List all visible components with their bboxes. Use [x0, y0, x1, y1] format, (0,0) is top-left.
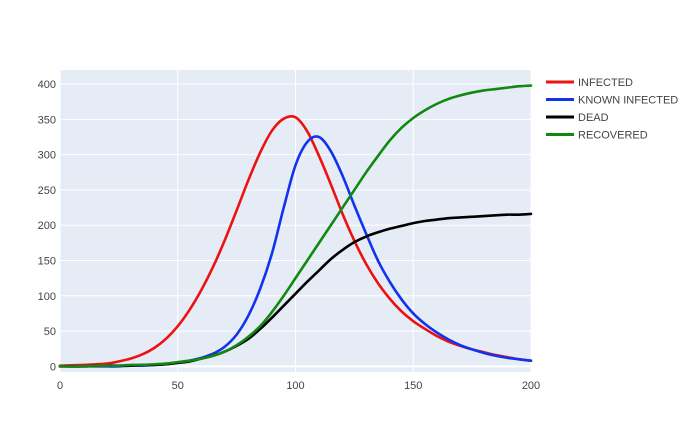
y-tick-label: 200 — [38, 220, 56, 232]
y-tick-label: 50 — [44, 326, 56, 338]
y-tick-label: 350 — [38, 114, 56, 126]
legend-label: INFECTED — [578, 77, 633, 89]
y-tick-label: 250 — [38, 185, 56, 197]
y-tick-label: 150 — [38, 256, 56, 268]
legend-item-known-infected[interactable]: KNOWN INFECTED — [546, 95, 678, 107]
legend-item-recovered[interactable]: RECOVERED — [546, 130, 648, 142]
legend[interactable]: INFECTED KNOWN INFECTED DEAD RECOVERED — [546, 77, 678, 142]
x-axis-tick-labels: 0 50 100 150 200 — [57, 380, 540, 392]
x-tick-label: 200 — [522, 380, 540, 392]
y-axis-tick-labels: 0 50 100 150 200 250 300 350 400 — [38, 79, 56, 373]
legend-label: KNOWN INFECTED — [578, 95, 678, 107]
x-tick-label: 150 — [404, 380, 422, 392]
legend-label: RECOVERED — [578, 130, 648, 142]
series-lines — [58, 84, 533, 368]
x-tick-label: 50 — [172, 380, 184, 392]
y-tick-label: 300 — [38, 150, 56, 162]
y-tick-label: 0 — [50, 361, 56, 373]
x-tick-label: 100 — [286, 380, 304, 392]
grid-lines — [59, 70, 532, 372]
x-tick-label: 0 — [57, 380, 63, 392]
series-line-recovered — [58, 84, 533, 368]
legend-label: DEAD — [578, 112, 609, 124]
legend-item-dead[interactable]: DEAD — [546, 112, 609, 124]
legend-item-infected[interactable]: INFECTED — [546, 77, 633, 89]
y-tick-label: 100 — [38, 291, 56, 303]
y-tick-label: 400 — [38, 79, 56, 91]
